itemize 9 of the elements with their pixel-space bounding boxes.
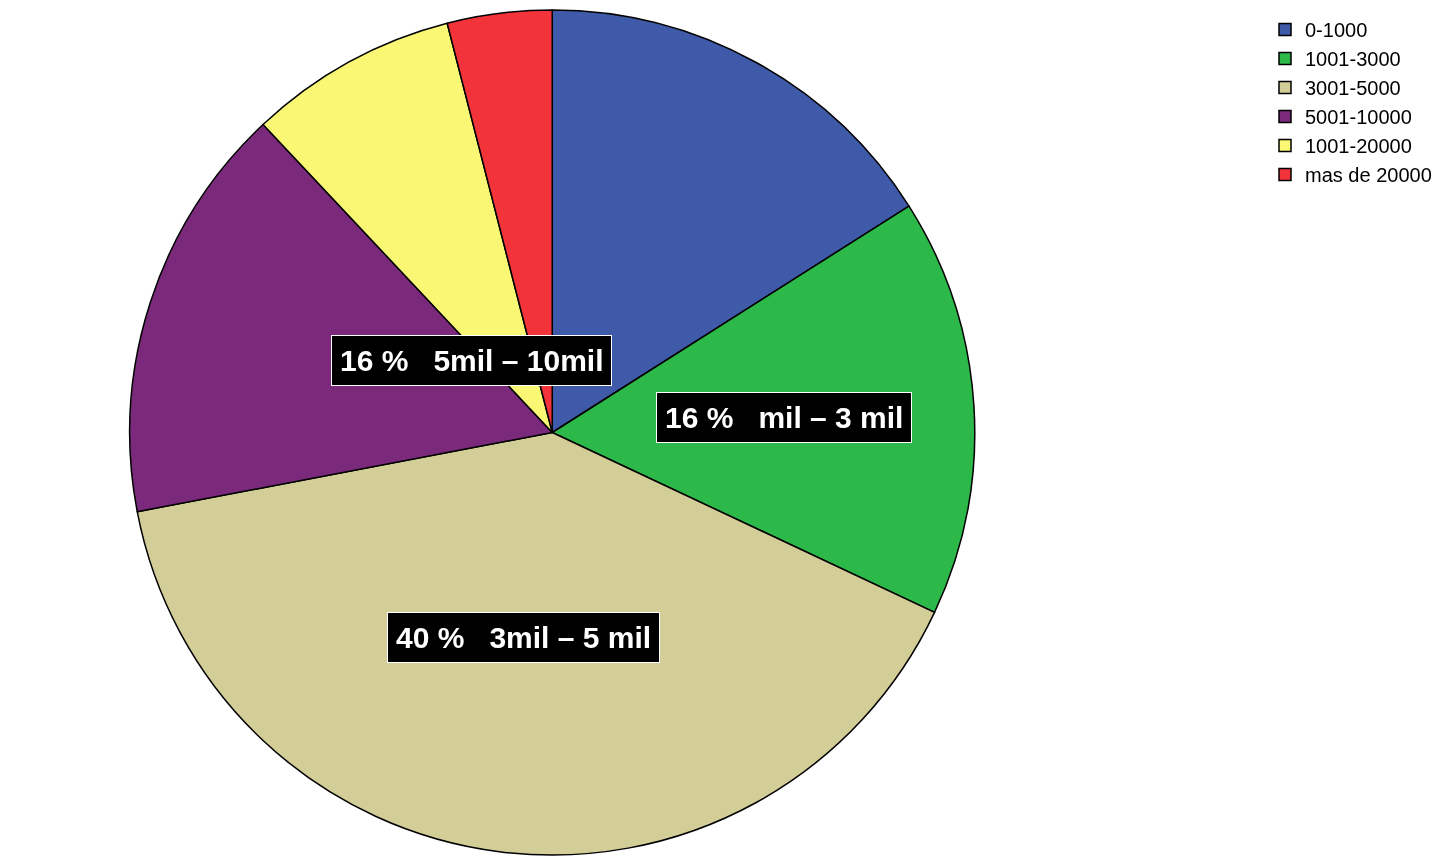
legend-label: 1001-3000 — [1305, 48, 1401, 71]
data-label: 16 % mil – 3 mil — [665, 401, 904, 434]
legend-label: 1001-20000 — [1305, 135, 1412, 158]
data-label: 16 % 5mil – 10mil — [340, 344, 604, 377]
data-label: 40 % 3mil – 5 mil — [396, 621, 652, 654]
legend-label: 0-1000 — [1305, 19, 1368, 42]
legend-label: mas de 20000 — [1305, 164, 1432, 187]
legend-label: 5001-10000 — [1305, 106, 1412, 129]
legend-label: 3001-5000 — [1305, 77, 1401, 100]
